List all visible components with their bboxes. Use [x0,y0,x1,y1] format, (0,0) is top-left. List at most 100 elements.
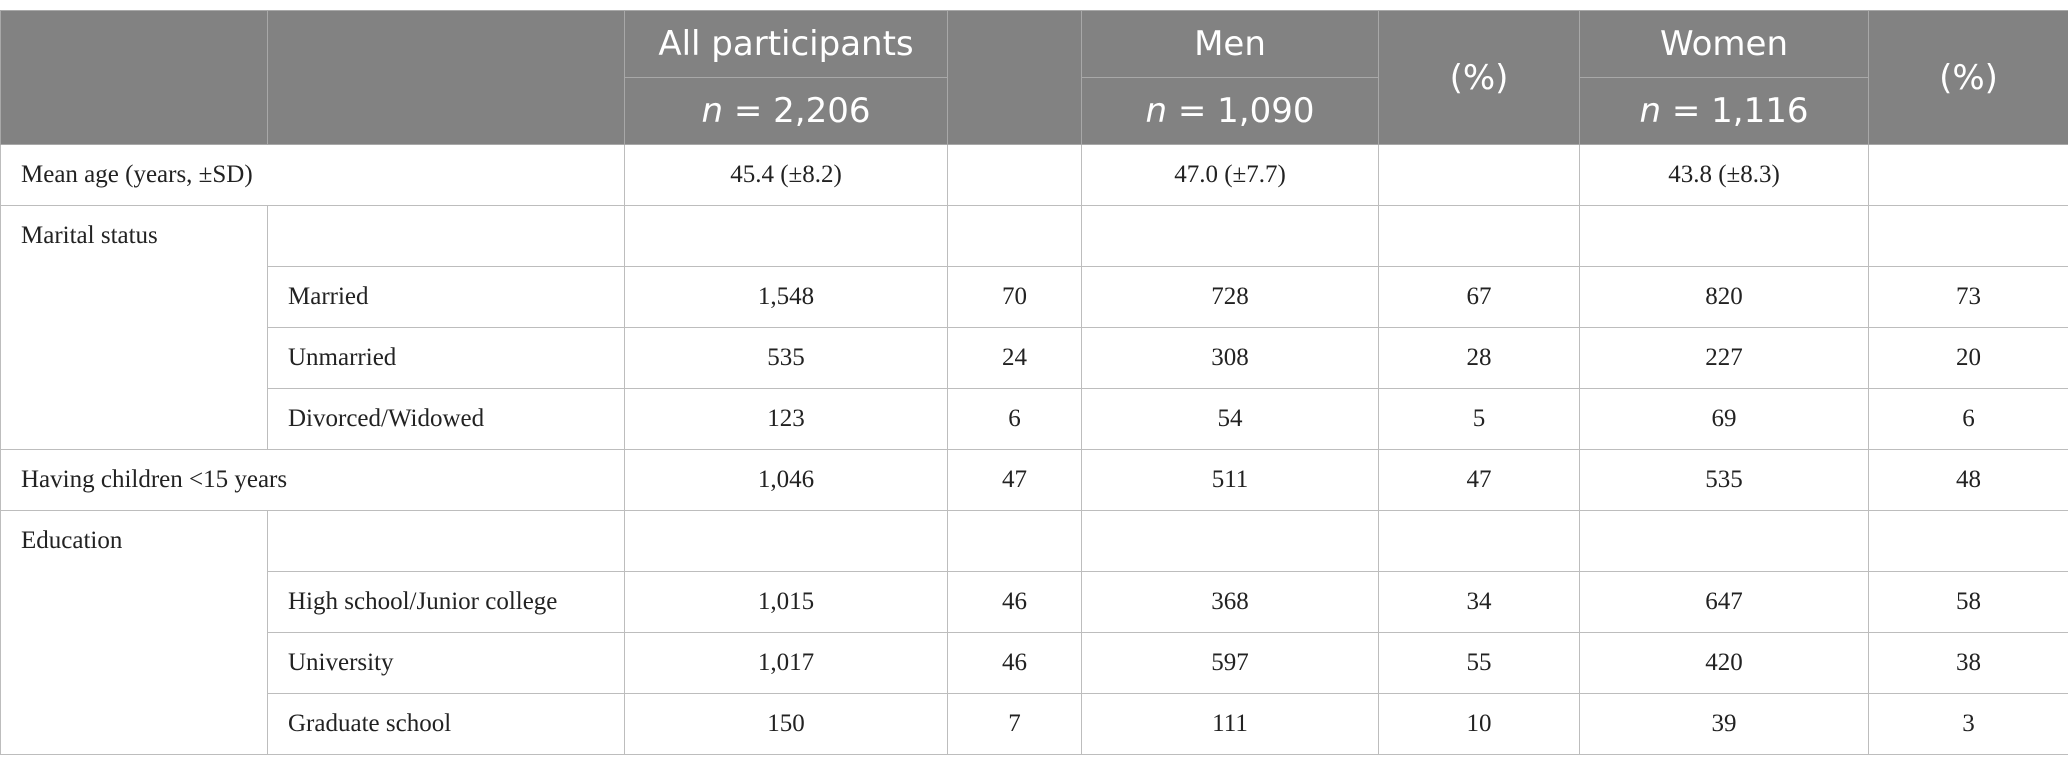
cell-all: 1,015 [624,571,948,633]
cell-men-pct: 67 [1378,266,1580,328]
row-group-label: Education [0,510,268,755]
table-header: All participants Men (%) Women (%) n = 2… [0,10,2068,145]
cell-women: 43.8 (±8.3) [1579,144,1869,206]
cell-men: 511 [1081,449,1379,511]
row-label: Having children <15 years [0,449,625,511]
header-men: Men [1081,10,1379,78]
cell-women-pct: 6 [1868,388,2068,450]
cell-women-pct: 48 [1868,449,2068,511]
cell-all-pct: 70 [947,266,1082,328]
cell-all: 1,017 [624,632,948,694]
participant-characteristics-table: All participants Men (%) Women (%) n = 2… [0,10,2068,755]
cell-women-pct: 3 [1868,693,2068,755]
n-symbol: n [701,91,724,131]
header-men-n: n = 1,090 [1081,77,1379,145]
row-sublabel: Divorced/Widowed [267,388,625,450]
cell-men: 728 [1081,266,1379,328]
cell-empty [1378,205,1580,267]
table-body: Mean age (years, ±SD) 45.4 (±8.2) 47.0 (… [0,144,2068,755]
header-empty-cell [947,10,1082,145]
cell-all: 1,548 [624,266,948,328]
cell-all-pct: 7 [947,693,1082,755]
cell-all: 535 [624,327,948,389]
header-all-participants: All participants [624,10,948,78]
cell-all-pct: 6 [947,388,1082,450]
table-row-marital-status: Marital status [0,205,2068,450]
cell-men: 54 [1081,388,1379,450]
cell-women: 227 [1579,327,1869,389]
cell-all: 150 [624,693,948,755]
cell-empty [947,205,1082,267]
women-n-value: = 1,116 [1671,91,1809,131]
header-empty-cell [0,10,268,145]
cell-women: 820 [1579,266,1869,328]
cell-women: 69 [1579,388,1869,450]
cell-men: 111 [1081,693,1379,755]
n-symbol: n [1145,91,1168,131]
cell-empty [947,510,1082,572]
cell-women: 420 [1579,632,1869,694]
header-empty-cell [267,10,625,145]
cell-all-pct: 24 [947,327,1082,389]
table-row-married: Married 1,548 70 728 67 820 73 [1,266,2068,328]
row-sublabel: Married [267,266,625,328]
all-n-value: = 2,206 [733,91,871,131]
table-row-divorced-widowed: Divorced/Widowed 123 6 54 5 69 6 [1,388,2068,450]
table-row-high-school: High school/Junior college 1,015 46 368 … [1,571,2068,633]
cell-men: 597 [1081,632,1379,694]
cell-empty [267,510,625,572]
cell-empty [267,205,625,267]
cell-men: 308 [1081,327,1379,389]
cell-women-pct: 73 [1868,266,2068,328]
table-container: All participants Men (%) Women (%) n = 2… [0,10,2068,755]
table-row-education: Education [0,510,2068,755]
table-row-having-children: Having children <15 years 1,046 47 511 4… [0,449,2068,511]
cell-women-pct: 58 [1868,571,2068,633]
row-label: Mean age (years, ±SD) [0,144,625,206]
row-sublabel: Graduate school [267,693,625,755]
cell-all-pct: 47 [947,449,1082,511]
cell-all-pct [947,144,1082,206]
cell-empty [1868,510,2068,572]
men-n-value: = 1,090 [1177,91,1315,131]
cell-empty [1378,510,1580,572]
cell-empty [1081,510,1379,572]
header-men-percent: (%) [1378,10,1580,145]
cell-all: 1,046 [624,449,948,511]
cell-empty [624,510,948,572]
cell-empty [1579,205,1869,267]
cell-women-pct [1868,144,2068,206]
cell-men-pct: 28 [1378,327,1580,389]
table-row-graduate-school: Graduate school 150 7 111 10 39 3 [1,693,2068,755]
table-row-mean-age: Mean age (years, ±SD) 45.4 (±8.2) 47.0 (… [0,144,2068,206]
cell-men-pct: 47 [1378,449,1580,511]
header-row-1: All participants Men (%) Women (%) [0,10,2068,145]
cell-empty [624,205,948,267]
cell-men-pct [1378,144,1580,206]
cell-men-pct: 5 [1378,388,1580,450]
cell-men: 47.0 (±7.7) [1081,144,1379,206]
header-women-percent: (%) [1868,10,2068,145]
cell-women: 39 [1579,693,1869,755]
cell-empty [1081,205,1379,267]
cell-all-pct: 46 [947,571,1082,633]
cell-all: 123 [624,388,948,450]
cell-women: 535 [1579,449,1869,511]
cell-men: 368 [1081,571,1379,633]
row-group-label: Marital status [0,205,268,450]
cell-all-pct: 46 [947,632,1082,694]
row-sublabel: University [267,632,625,694]
cell-women-pct: 38 [1868,632,2068,694]
table-row-university: University 1,017 46 597 55 420 38 [1,632,2068,694]
header-all-n: n = 2,206 [624,77,948,145]
row-sublabel: High school/Junior college [267,571,625,633]
cell-empty [1579,510,1869,572]
cell-men-pct: 34 [1378,571,1580,633]
n-symbol: n [1639,91,1662,131]
cell-empty [1868,205,2068,267]
table-row-unmarried: Unmarried 535 24 308 28 227 20 [1,327,2068,389]
cell-women: 647 [1579,571,1869,633]
cell-women-pct: 20 [1868,327,2068,389]
header-women: Women [1579,10,1869,78]
header-row-2: n = 2,206 n = 1,090 n = 1,116 [1,77,2068,145]
